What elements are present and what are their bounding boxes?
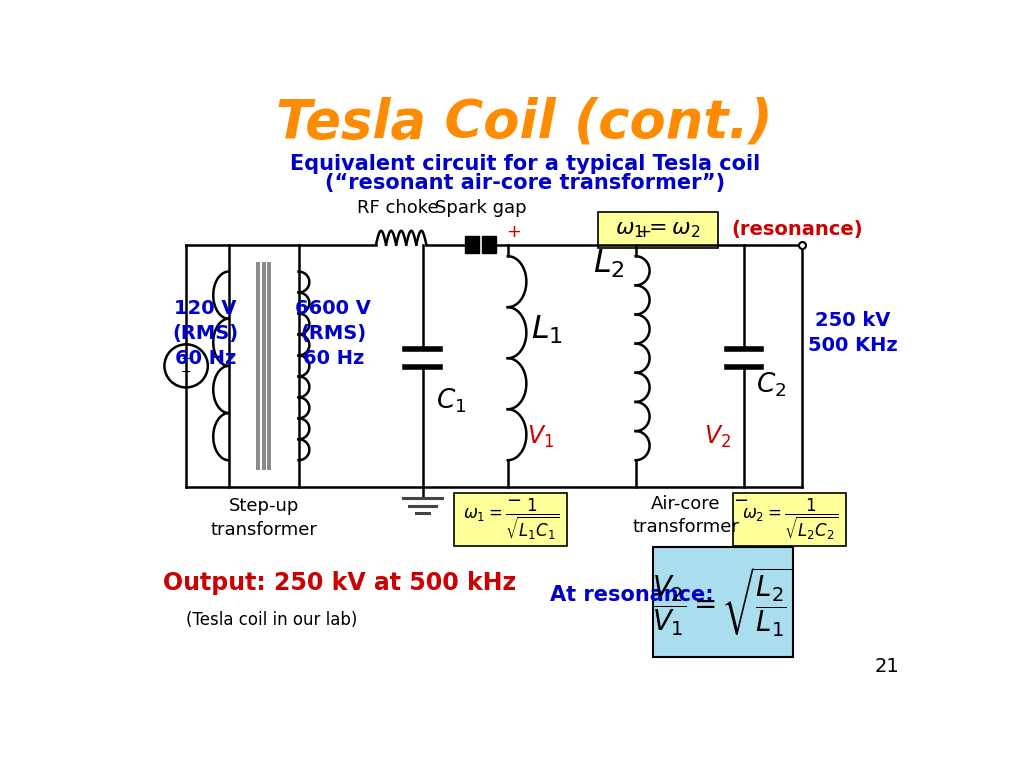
Text: $\omega_1 = \dfrac{1}{\sqrt{L_1 C_1}}$: $\omega_1 = \dfrac{1}{\sqrt{L_1 C_1}}$ [463, 497, 559, 542]
Text: 250 kV
500 KHz: 250 kV 500 KHz [808, 311, 897, 355]
Text: RF choke: RF choke [356, 199, 438, 217]
Text: 6600 V
(RMS)
60 Hz: 6600 V (RMS) 60 Hz [296, 299, 372, 368]
Text: Step-up
transformer: Step-up transformer [210, 497, 317, 539]
Text: −: − [181, 366, 191, 379]
Text: +: + [636, 223, 651, 241]
Text: $L_2$: $L_2$ [593, 247, 625, 280]
Text: $V_2$: $V_2$ [703, 424, 731, 450]
Bar [482, 236, 496, 253]
Text: Spark gap: Spark gap [435, 199, 526, 217]
Text: (“resonant air-core transformer”): (“resonant air-core transformer”) [325, 173, 725, 193]
Text: (Tesla coil in our lab): (Tesla coil in our lab) [185, 611, 357, 630]
Text: −: − [733, 492, 748, 510]
Text: $L_1$: $L_1$ [531, 313, 563, 346]
Text: $\omega_2 = \dfrac{1}{\sqrt{L_2 C_2}}$: $\omega_2 = \dfrac{1}{\sqrt{L_2 C_2}}$ [741, 497, 838, 542]
Text: $C_1$: $C_1$ [436, 386, 467, 415]
Text: Air-core
transformer: Air-core transformer [633, 495, 739, 537]
Text: 21: 21 [874, 657, 899, 676]
Text: Tesla Coil (cont.): Tesla Coil (cont.) [276, 97, 773, 149]
FancyBboxPatch shape [653, 548, 793, 657]
FancyBboxPatch shape [455, 493, 567, 546]
Text: +: + [507, 223, 521, 241]
Text: 120 V
(RMS)
60 Hz: 120 V (RMS) 60 Hz [172, 299, 239, 368]
Text: $\dfrac{V_2}{V_1} = \sqrt{\dfrac{L_2}{L_1}}$: $\dfrac{V_2}{V_1} = \sqrt{\dfrac{L_2}{L_… [652, 565, 794, 639]
Text: At resonance:: At resonance: [550, 585, 714, 605]
Text: Equivalent circuit for a typical Tesla coil: Equivalent circuit for a typical Tesla c… [290, 154, 760, 174]
Text: Output: 250 kV at 500 kHz: Output: 250 kV at 500 kHz [163, 571, 516, 595]
Text: $\omega_1 = \omega_2$: $\omega_1 = \omega_2$ [615, 220, 700, 240]
Text: (resonance): (resonance) [731, 220, 862, 240]
Bar [465, 236, 479, 253]
Text: $C_2$: $C_2$ [756, 371, 786, 399]
FancyBboxPatch shape [733, 493, 847, 546]
Text: +: + [181, 353, 191, 366]
Text: −: − [507, 492, 521, 510]
Text: $V_1$: $V_1$ [527, 424, 554, 450]
FancyBboxPatch shape [598, 212, 718, 248]
